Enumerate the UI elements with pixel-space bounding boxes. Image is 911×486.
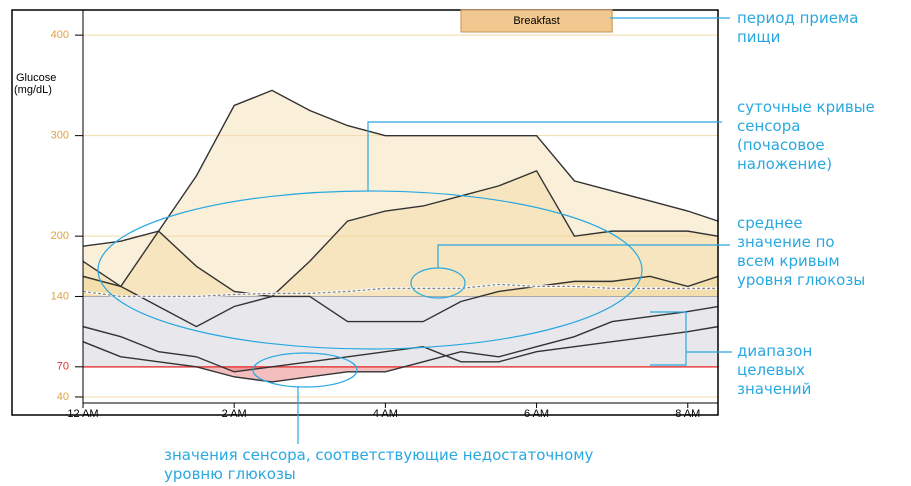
annotation-line: целевых [737, 361, 805, 379]
target-range [83, 296, 718, 367]
y-tick-label: 140 [51, 290, 69, 302]
meal-period [460, 9, 613, 33]
annotation-line: уровню глюкозы [164, 465, 296, 483]
frame [11, 9, 719, 416]
y-tick-label: 40 [57, 391, 69, 403]
annotation: среднее значение по всем кривым уровня г… [737, 214, 865, 290]
annotation: суточные кривые сенсора (почасовое налож… [737, 98, 875, 174]
sensor-curve [83, 89, 718, 247]
y-tick-label: 400 [51, 29, 69, 41]
ellipse [252, 352, 358, 388]
annotation-line: пищи [737, 28, 781, 46]
y-tick-label: 200 [51, 230, 69, 242]
annotation: значения сенсора, соответствующие недост… [164, 446, 593, 484]
meal-label: Breakfast [513, 15, 559, 27]
annotation: период приема пищи [737, 9, 858, 47]
high-fill [83, 261, 718, 297]
annotation-line: значений [737, 380, 812, 398]
x-tick-label: 12 AM [67, 408, 98, 420]
bracket [650, 311, 687, 366]
sensor-curve [83, 305, 718, 383]
x-tick-label: 8 AM [675, 408, 700, 420]
x-tick-label: 4 AM [373, 408, 398, 420]
annotation-line: (почасовое [737, 136, 825, 154]
y-axis-label: Glucose [16, 72, 56, 84]
annotation-line: значение по [737, 233, 835, 251]
y-tick-label: 300 [51, 130, 69, 142]
annotation-line: среднее [737, 214, 803, 232]
ellipse [97, 190, 643, 350]
annotation: диапазон целевых значений [737, 342, 812, 399]
annotation-line: период приема [737, 9, 859, 27]
annotation-line: сенсора [737, 117, 801, 135]
y-axis-label: (mg/dL) [14, 84, 52, 96]
annotation-line: всем кривым [737, 252, 840, 270]
sensor-curve [83, 260, 718, 328]
x-tick-label: 2 AM [222, 408, 247, 420]
annotation-line: уровня глюкозы [737, 271, 866, 289]
x-tick-label: 6 AM [524, 408, 549, 420]
sensor-curve [83, 169, 718, 298]
leader-line [367, 121, 722, 191]
leader-line [437, 244, 730, 268]
annotation-line: значения сенсора, соответствующие недост… [164, 446, 594, 464]
annotation-line: суточные кривые [737, 98, 875, 116]
mean-line-dash [83, 283, 718, 298]
sensor-curve [83, 325, 718, 373]
y-tick-label: 70 [57, 361, 69, 373]
annotation-shapes [97, 17, 732, 444]
annotation-line: наложение) [737, 155, 833, 173]
annotation-line: диапазон [737, 342, 813, 360]
high-fill [83, 170, 718, 297]
